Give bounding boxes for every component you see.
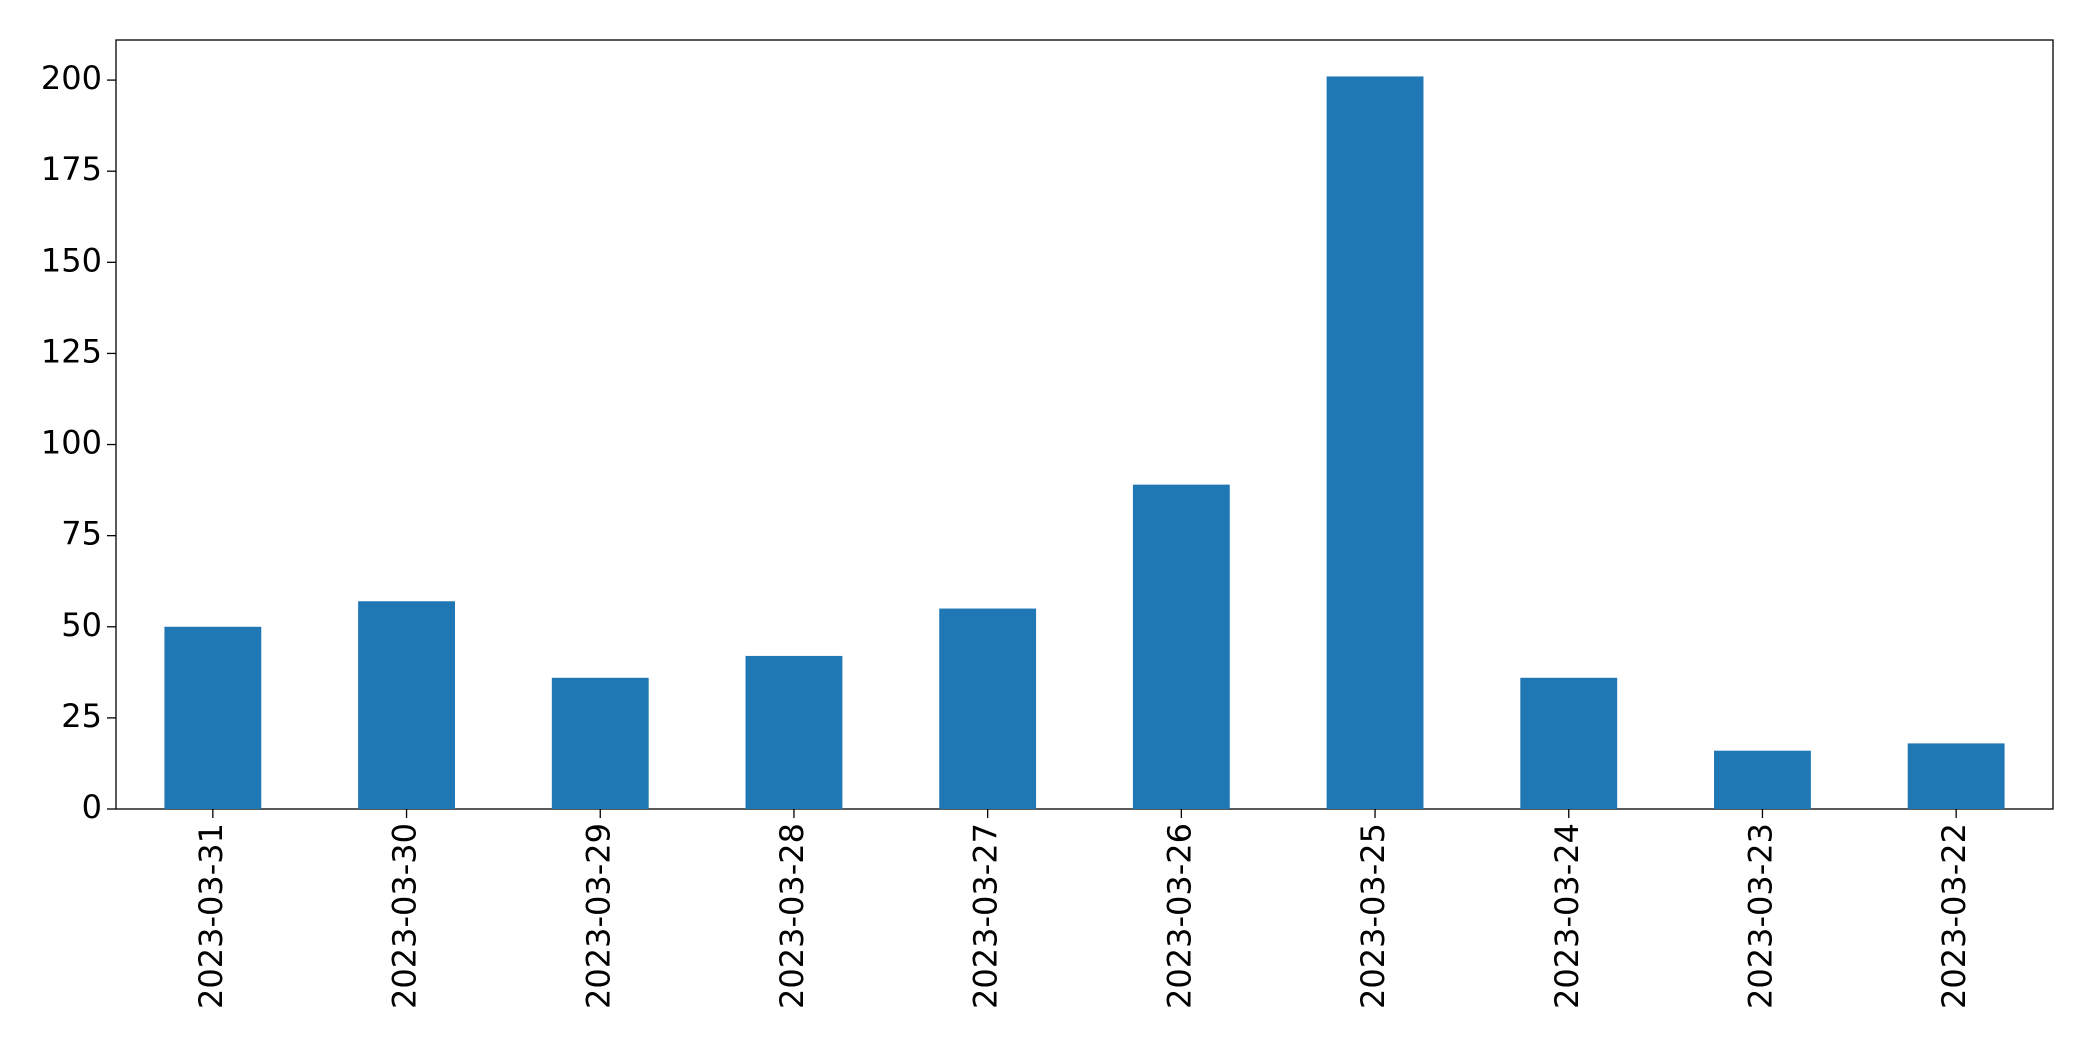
y-tick-label: 25 (61, 697, 102, 735)
y-tick-label: 175 (41, 150, 102, 188)
y-tick-label: 0 (82, 788, 102, 826)
y-tick-label: 100 (41, 424, 102, 462)
x-tick-label: 2023-03-24 (1548, 823, 1586, 1009)
x-tick-label: 2023-03-30 (386, 823, 424, 1009)
x-tick-label: 2023-03-23 (1741, 823, 1779, 1009)
y-tick-label: 200 (41, 59, 102, 97)
x-tick-label: 2023-03-22 (1935, 823, 1973, 1009)
bar (939, 608, 1037, 809)
bar (1326, 76, 1424, 809)
plot-frame (115, 39, 2054, 810)
x-tick-label: 2023-03-31 (192, 823, 230, 1009)
bar (1132, 484, 1230, 809)
x-tick-label: 2023-03-25 (1354, 823, 1392, 1009)
bar (164, 626, 262, 809)
y-tick-label: 150 (41, 241, 102, 279)
bar (1520, 677, 1618, 809)
x-tick-label: 2023-03-28 (773, 823, 811, 1009)
x-tick-label: 2023-03-29 (579, 823, 617, 1009)
bar (745, 655, 843, 809)
bar (1714, 750, 1811, 809)
x-tick-label: 2023-03-26 (1160, 823, 1198, 1009)
y-tick-label: 50 (61, 606, 102, 644)
y-tick-label: 75 (61, 515, 102, 553)
bar (551, 677, 649, 809)
bar (358, 601, 455, 809)
y-tick-label: 125 (41, 332, 102, 370)
x-tick-label: 2023-03-27 (967, 823, 1005, 1009)
bar (1907, 743, 2005, 809)
